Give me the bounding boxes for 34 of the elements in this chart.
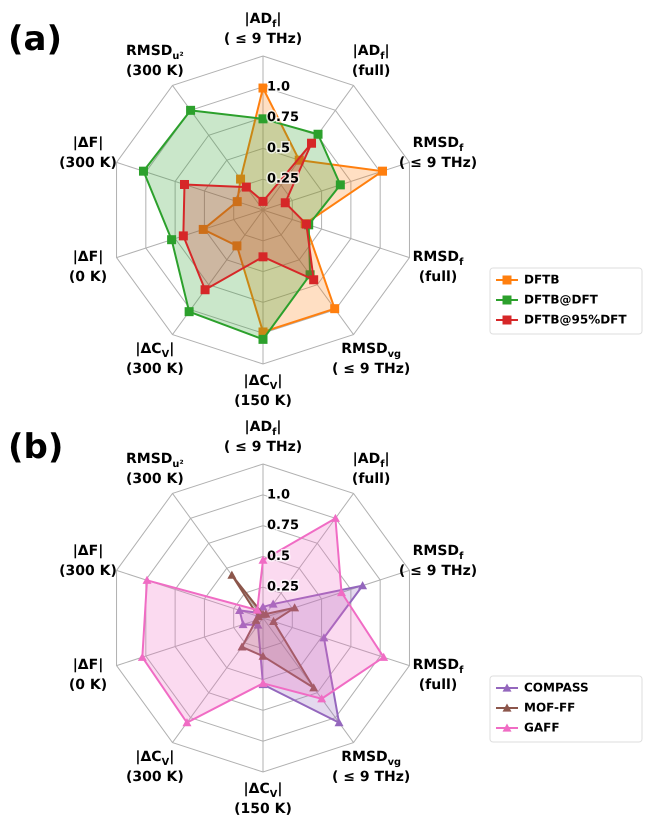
spoke-label: |ΔC$_{V}$| (300 K) xyxy=(126,340,184,377)
spoke-label: |AD$_{f}$| ( ≤ 9 THz) xyxy=(224,418,302,455)
spoke-label: |AD$_{f}$| (full) xyxy=(352,450,390,487)
spoke-label: |ΔF| (0 K) xyxy=(68,248,108,285)
spoke-label: RMSD$_{f}$ (full) xyxy=(412,248,464,285)
spoke-label: RMSD$_{vg}$ ( ≤ 9 THz) xyxy=(332,748,410,785)
spoke-label: RMSD$_{u²}$ (300 K) xyxy=(126,450,184,487)
spoke-label: |ΔC$_{V}$| (300 K) xyxy=(126,748,184,785)
y-tick-label: 0.5 xyxy=(267,140,290,156)
legend-label: DFTB@95%DFT xyxy=(524,312,628,326)
legend-label: DFTB xyxy=(524,272,560,286)
spoke-label: |ΔF| (0 K) xyxy=(68,656,108,693)
spoke-label: |AD$_{f}$| ( ≤ 9 THz) xyxy=(224,10,302,47)
legend-label: COMPASS xyxy=(524,680,589,694)
spoke-label: RMSD$_{f}$ (full) xyxy=(412,656,464,693)
spoke-label: |ΔF| (300 K) xyxy=(59,134,117,171)
legend-label: MOF-FF xyxy=(524,700,576,714)
spoke-label: |ΔC$_{V}$| (150 K) xyxy=(234,372,292,409)
y-tick-label: 0.25 xyxy=(267,580,300,595)
spoke-label: RMSD$_{vg}$ ( ≤ 9 THz) xyxy=(332,340,410,377)
spoke-label: |ΔC$_{V}$| (150 K) xyxy=(234,780,292,817)
y-tick-label: 1.0 xyxy=(267,487,290,502)
spoke-label: |AD$_{f}$| (full) xyxy=(352,42,390,79)
y-tick-label: 0.75 xyxy=(267,518,300,534)
legend-label: GAFF xyxy=(524,720,560,734)
spoke-label: RMSD$_{u²}$ (300 K) xyxy=(126,42,184,79)
chart-title: (b) xyxy=(8,427,64,467)
legend-label: DFTB@DFT xyxy=(524,292,599,306)
spoke-label: RMSD$_{f}$ ( ≤ 9 THz) xyxy=(398,134,478,171)
y-tick-label: 1.0 xyxy=(267,79,290,94)
chart-title: (a) xyxy=(8,19,62,59)
spoke-label: RMSD$_{f}$ ( ≤ 9 THz) xyxy=(398,542,478,579)
y-tick-label: 0.5 xyxy=(267,548,290,564)
spoke-label: |ΔF| (300 K) xyxy=(59,542,117,579)
